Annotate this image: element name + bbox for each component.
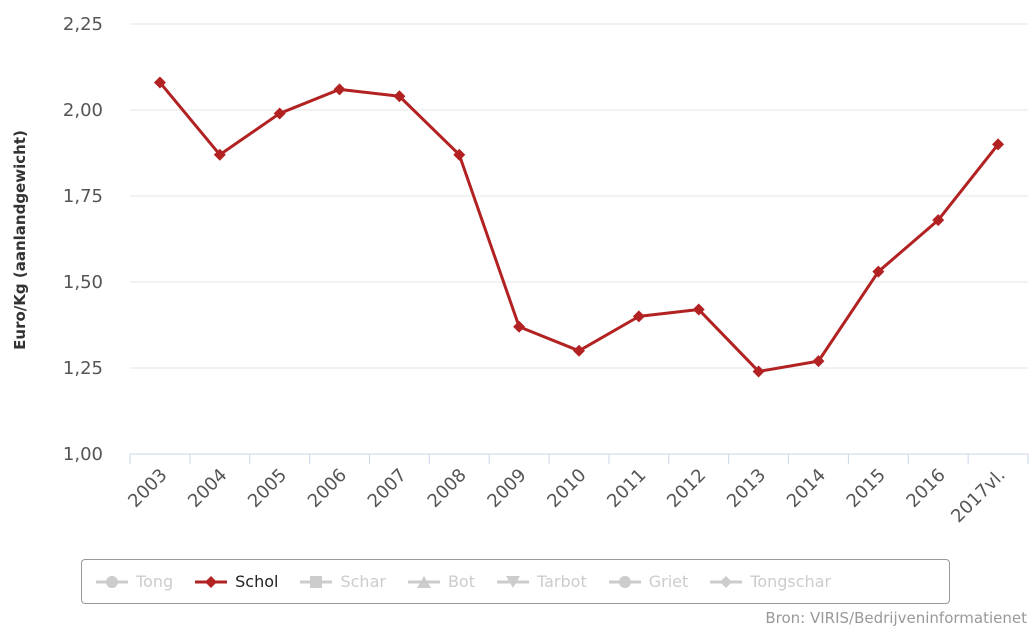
y-tick-label: 2,25: [63, 14, 103, 35]
legend-item-griet[interactable]: Griet: [608, 572, 689, 591]
legend-item-tarbot[interactable]: Tarbot: [497, 572, 587, 591]
data-point[interactable]: [213, 148, 226, 161]
x-tick-label: 2017vl.: [947, 465, 1009, 527]
x-tick-label: 2014: [783, 465, 830, 512]
legend-item-label: Griet: [648, 572, 689, 591]
data-point[interactable]: [333, 83, 346, 96]
data-point[interactable]: [573, 344, 585, 357]
legend-item-tongschar[interactable]: Tongschar: [710, 572, 831, 591]
series-schol: [153, 76, 1005, 378]
data-point[interactable]: [872, 265, 885, 278]
legend-item-label: Tong: [136, 572, 174, 591]
legend-item-schar[interactable]: Schar: [300, 572, 386, 591]
x-tick-label: 2013: [723, 465, 770, 512]
data-point[interactable]: [393, 90, 406, 103]
triangle-marker-icon: [407, 575, 440, 588]
legend: Tong Schol Schar Bot Tarbot Griet Tongschar: [81, 559, 950, 604]
y-tick-label: 1,25: [63, 358, 103, 379]
data-point[interactable]: [453, 148, 466, 161]
legend-item-label: Bot: [447, 572, 475, 591]
x-axis-ticks: 2003 2004 2005 2006 2007 2008 2009 2010 2011 2012…: [124, 465, 1009, 527]
legend-item-label: Schol: [235, 572, 279, 591]
y-tick-label: 2,00: [63, 100, 103, 121]
legend-item-label: Tarbot: [537, 572, 587, 591]
x-tick-label: 2012: [663, 465, 710, 512]
data-point[interactable]: [992, 138, 1005, 151]
x-tick-label: 2016: [902, 465, 949, 512]
x-tick-label: 2006: [304, 465, 351, 512]
x-tick-label: 2010: [543, 465, 590, 512]
circle-marker-icon: [608, 575, 641, 588]
series-line: [158, 81, 1000, 373]
circle-marker-icon: [96, 575, 128, 588]
square-marker-icon: [300, 575, 333, 588]
legend-item-schol[interactable]: Schol: [195, 572, 278, 591]
data-point[interactable]: [273, 107, 286, 120]
diamond-marker-icon: [195, 575, 228, 588]
x-axis: [129, 453, 1029, 464]
y-axis-label: Euro/Kg (aanlandgewicht): [11, 130, 29, 350]
data-point[interactable]: [812, 355, 825, 368]
diamond-marker-icon: [710, 575, 743, 588]
legend-item-label: Schar: [340, 572, 386, 591]
y-tick-label: 1,75: [63, 186, 103, 207]
legend-item-label: Tongschar: [750, 572, 832, 591]
data-point[interactable]: [632, 310, 645, 323]
line-chart: 1,001,251,501,752,002,25 2003 2004 2005 200…: [11, 14, 1029, 527]
y-tick-label: 1,50: [63, 272, 103, 293]
x-tick-label: 2015: [843, 465, 890, 512]
y-axis-ticks: 1,00 1,25 1,50 1,75 2,00 2,25: [63, 14, 103, 465]
x-tick-label: 2005: [244, 465, 291, 512]
x-tick-label: 2003: [124, 465, 171, 512]
data-point[interactable]: [513, 320, 526, 333]
triangle-down-marker-icon: [497, 575, 529, 588]
x-tick-label: 2011: [603, 465, 650, 512]
legend-item-tong[interactable]: Tong: [96, 572, 173, 591]
x-tick-label: 2007: [364, 465, 411, 512]
data-point[interactable]: [692, 303, 705, 316]
y-tick-label: 1,00: [63, 444, 103, 465]
data-point[interactable]: [153, 76, 166, 89]
data-point[interactable]: [752, 365, 765, 378]
x-tick-label: 2004: [184, 465, 231, 512]
grid-lines: [130, 23, 1028, 369]
source-credit: Bron: VIRIS/Bedrijveninformatienet: [765, 609, 1027, 627]
data-point[interactable]: [932, 214, 945, 227]
x-tick-label: 2008: [424, 465, 471, 512]
x-tick-label: 2009: [483, 465, 530, 512]
legend-item-bot[interactable]: Bot: [407, 572, 475, 591]
